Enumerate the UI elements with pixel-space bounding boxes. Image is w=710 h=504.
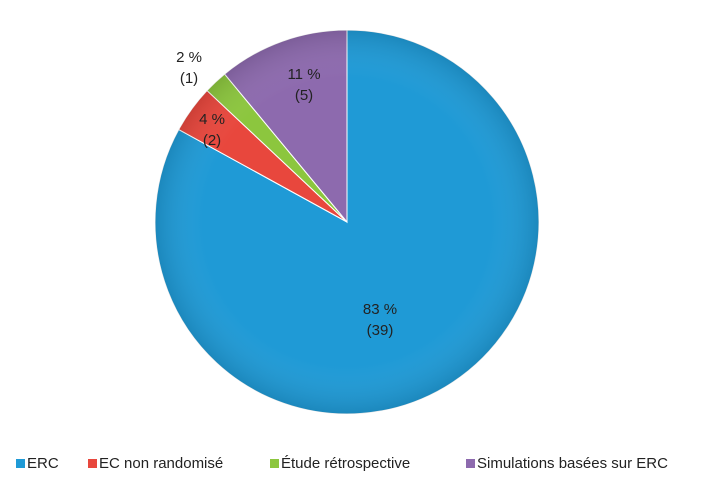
value-label: 4 % bbox=[199, 111, 225, 128]
legend-swatch bbox=[16, 459, 25, 468]
count-label: (39) bbox=[367, 322, 394, 339]
legend: ERC EC non randomisé Étude rétrospective Si… bbox=[16, 455, 668, 472]
legend-swatch bbox=[88, 459, 97, 468]
pie bbox=[154, 29, 540, 415]
value-label: 2 % bbox=[176, 49, 202, 66]
count-label: (5) bbox=[295, 87, 313, 104]
data-labels: 83 % (39) 4 % (2) 2 % (1) 11 % (5) bbox=[176, 49, 397, 339]
legend-swatch bbox=[466, 459, 475, 468]
count-label: (1) bbox=[180, 70, 198, 87]
value-label: 11 % bbox=[287, 66, 320, 83]
value-label: 83 % bbox=[363, 301, 397, 318]
legend-label: Étude rétrospective bbox=[281, 455, 410, 472]
legend-label: EC non randomisé bbox=[99, 455, 223, 472]
count-label: (2) bbox=[203, 132, 221, 149]
legend-swatch bbox=[270, 459, 279, 468]
legend-label: ERC bbox=[27, 455, 59, 472]
legend-label: Simulations basées sur ERC bbox=[477, 455, 668, 472]
